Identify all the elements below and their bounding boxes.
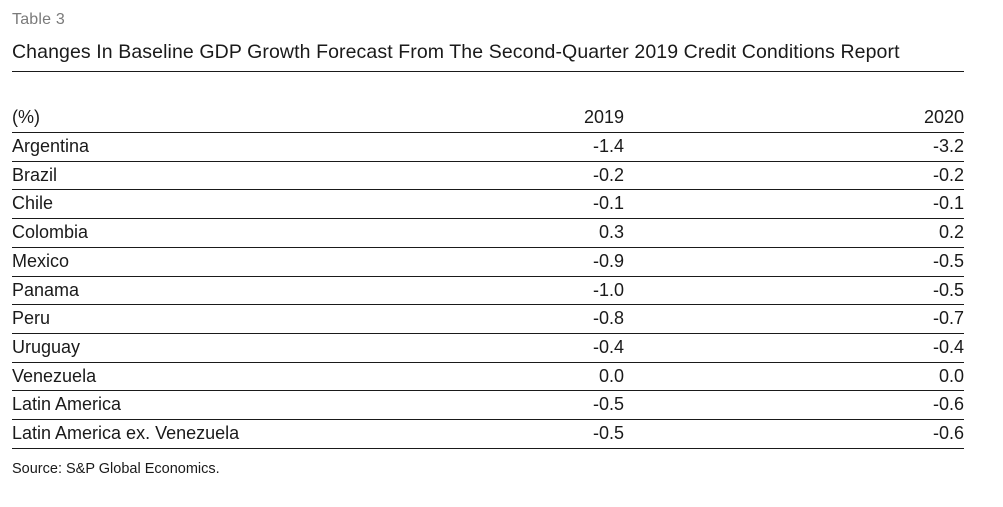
row-label: Mexico xyxy=(12,247,372,277)
value-2020: 0.0 xyxy=(624,362,964,392)
value-2020: -0.4 xyxy=(624,333,964,363)
value-2019: -0.5 xyxy=(372,419,624,449)
row-label: Colombia xyxy=(12,218,372,248)
header-unit: (%) xyxy=(12,102,372,133)
table-row: Mexico -0.9 -0.5 xyxy=(12,247,964,277)
table-title: Changes In Baseline GDP Growth Forecast … xyxy=(12,41,900,63)
value-2020: -0.5 xyxy=(624,276,964,306)
table-row: Colombia 0.3 0.2 xyxy=(12,218,964,248)
value-2019: -0.9 xyxy=(372,247,624,277)
title-rule xyxy=(12,71,964,72)
row-label: Uruguay xyxy=(12,333,372,363)
row-label: Argentina xyxy=(12,132,372,162)
row-label: Latin America xyxy=(12,390,372,421)
table-row: Latin America ex. Venezuela -0.5 -0.6 xyxy=(12,419,964,449)
value-2020: -0.2 xyxy=(624,161,964,191)
header-2020: 2020 xyxy=(624,102,964,133)
value-2019: 0.3 xyxy=(372,218,624,248)
row-label: Venezuela xyxy=(12,362,372,392)
value-2019: -0.5 xyxy=(372,390,624,421)
row-label: Peru xyxy=(12,304,372,334)
row-label: Latin America ex. Venezuela xyxy=(12,419,372,449)
table-row: Brazil -0.2 -0.2 xyxy=(12,161,964,191)
value-2019: -0.1 xyxy=(372,189,624,220)
table-number: Table 3 xyxy=(12,11,65,28)
value-2019: 0.0 xyxy=(372,362,624,392)
value-2020: -0.5 xyxy=(624,247,964,277)
header-row: (%) 2019 2020 xyxy=(12,102,964,133)
table-row: Panama -1.0 -0.5 xyxy=(12,276,964,306)
value-2020: -0.6 xyxy=(624,390,964,421)
row-label: Panama xyxy=(12,276,372,306)
value-2020: 0.2 xyxy=(624,218,964,248)
value-2020: -0.1 xyxy=(624,189,964,220)
value-2020: -0.6 xyxy=(624,419,964,449)
value-2019: -0.2 xyxy=(372,161,624,191)
table-row: Latin America -0.5 -0.6 xyxy=(12,390,964,421)
row-label: Chile xyxy=(12,189,372,220)
table-row: Argentina -1.4 -3.2 xyxy=(12,132,964,162)
table-row: Uruguay -0.4 -0.4 xyxy=(12,333,964,363)
value-2020: -0.7 xyxy=(624,304,964,334)
value-2019: -1.0 xyxy=(372,276,624,306)
value-2019: -1.4 xyxy=(372,132,624,162)
value-2019: -0.8 xyxy=(372,304,624,334)
gdp-forecast-table: (%) 2019 2020 Argentina -1.4 -3.2 Brazil… xyxy=(12,102,964,449)
value-2020: -3.2 xyxy=(624,132,964,162)
value-2019: -0.4 xyxy=(372,333,624,363)
table-row: Chile -0.1 -0.1 xyxy=(12,189,964,220)
table-row: Peru -0.8 -0.7 xyxy=(12,304,964,334)
row-label: Brazil xyxy=(12,161,372,191)
table-row: Venezuela 0.0 0.0 xyxy=(12,362,964,392)
header-2019: 2019 xyxy=(372,102,624,133)
source-note: Source: S&P Global Economics. xyxy=(12,461,220,477)
